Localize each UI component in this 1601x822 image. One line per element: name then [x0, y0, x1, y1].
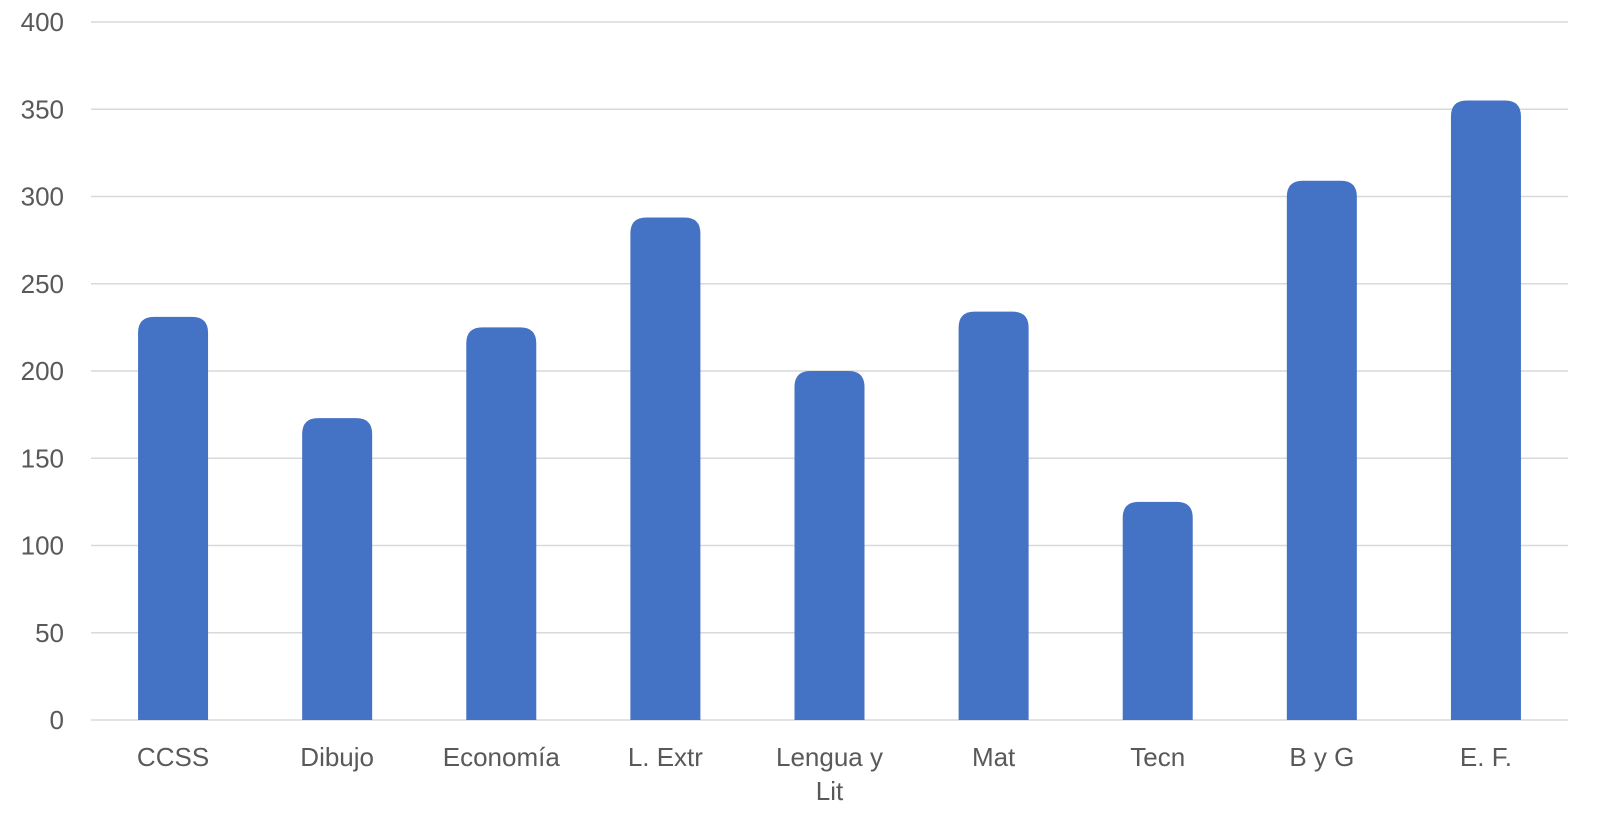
bar-9 — [1450, 100, 1521, 720]
x-category-label: CCSS — [137, 742, 209, 772]
y-tick-label: 350 — [21, 94, 64, 124]
bar-4 — [630, 217, 701, 720]
bar-2 — [302, 418, 373, 720]
x-category-label: L. Extr — [628, 742, 703, 772]
y-tick-label: 50 — [35, 618, 64, 648]
x-category-label: E. F. — [1460, 742, 1512, 772]
x-category-label-line: Mat — [972, 742, 1016, 772]
bar-8 — [1286, 180, 1357, 721]
y-tick-label: 0 — [50, 705, 64, 735]
x-category-label: Dibujo — [300, 742, 374, 772]
x-category-label-line: Lengua y — [776, 742, 883, 772]
x-category-label: Tecn — [1130, 742, 1185, 772]
x-category-label-line: Dibujo — [300, 742, 374, 772]
x-category-label-line: B y G — [1289, 742, 1354, 772]
y-tick-label: 400 — [21, 7, 64, 37]
bar-6 — [958, 311, 1029, 720]
y-tick-label: 250 — [21, 269, 64, 299]
x-category-label-line: E. F. — [1460, 742, 1512, 772]
x-category-label-line: Lit — [816, 776, 844, 806]
y-tick-label: 100 — [21, 531, 64, 561]
bar-3 — [466, 327, 537, 720]
bar-7 — [1122, 501, 1193, 720]
x-category-label: Mat — [972, 742, 1016, 772]
y-tick-label: 200 — [21, 356, 64, 386]
x-category-label-line: CCSS — [137, 742, 209, 772]
bars — [138, 100, 1521, 721]
x-category-label-line: L. Extr — [628, 742, 703, 772]
x-axis-labels: CCSS Dibujo Economía L. Extr Lengua y Lit Mat T… — [137, 742, 1512, 806]
bar-1 — [138, 316, 209, 720]
x-category-label: Lengua y Lit — [776, 742, 883, 806]
x-category-label-line: Economía — [443, 742, 561, 772]
y-axis-ticks: 0 50 100 150 200 250 300 350 400 — [21, 7, 64, 735]
x-category-label-line: Tecn — [1130, 742, 1185, 772]
y-tick-label: 150 — [21, 443, 64, 473]
x-category-label: B y G — [1289, 742, 1354, 772]
y-tick-label: 300 — [21, 182, 64, 212]
x-category-label: Economía — [443, 742, 561, 772]
bar-5 — [794, 371, 865, 720]
